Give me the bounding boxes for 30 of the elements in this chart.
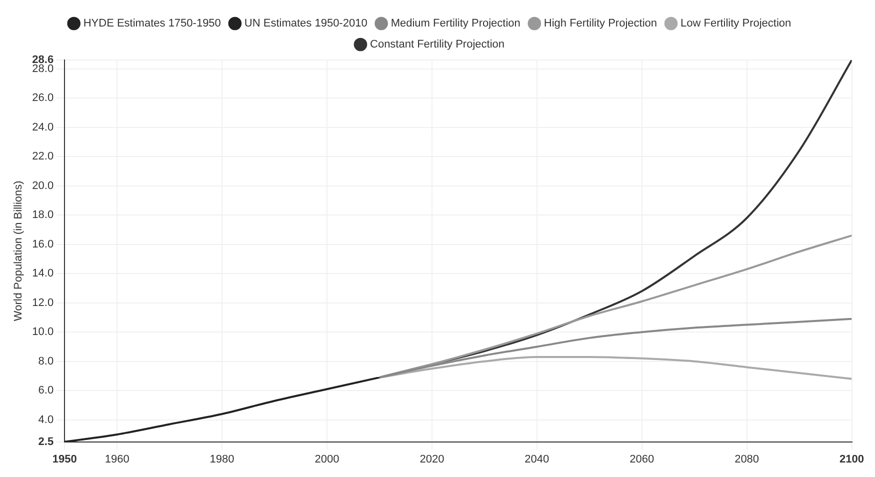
x-tick-label: 1980 (210, 453, 234, 466)
y-tick-label: 10.0 (32, 326, 54, 338)
legend-label: UN Estimates 1950-2010 (244, 18, 368, 30)
x-tick-label: 1960 (104, 453, 130, 466)
legend-label: Constant Fertility Projection (370, 38, 504, 51)
legend-label: Medium Fertility Projection (390, 18, 520, 30)
y-tick-label: 4.0 (38, 414, 54, 426)
x-tick-label: 2000 (314, 453, 340, 466)
y-tick-label: 2.5 (38, 436, 54, 448)
y-tick-label: 20.0 (32, 180, 54, 192)
y-tick-label: 26.0 (32, 92, 54, 104)
x-tick-label: 2020 (420, 453, 444, 466)
legend-label: Low Fertility Projection (680, 18, 792, 30)
y-axis-title: World Population (in Billions) (12, 180, 25, 322)
legend-label: HYDE Estimates 1750-1950 (83, 18, 221, 30)
y-tick-label: 18.0 (32, 209, 54, 222)
x-tick-label: 2040 (524, 453, 550, 466)
x-tick-label: 2100 (840, 453, 864, 466)
x-tick-label: 2080 (734, 453, 760, 466)
y-tick-label: 6.0 (38, 384, 54, 397)
y-tick-label: 14.0 (32, 268, 54, 280)
y-tick-label: 16.0 (32, 238, 54, 250)
y-tick-label: 8.0 (38, 355, 54, 368)
y-tick-label: 12.0 (32, 296, 54, 309)
legend-label: High Fertility Projection (544, 18, 657, 30)
y-tick-label: 28.0 (32, 62, 54, 75)
y-tick-label: 24.0 (32, 121, 54, 134)
y-tick-label: 22.0 (32, 150, 54, 163)
x-tick-label: 1950 (52, 453, 77, 466)
x-tick-label: 2060 (630, 453, 654, 466)
